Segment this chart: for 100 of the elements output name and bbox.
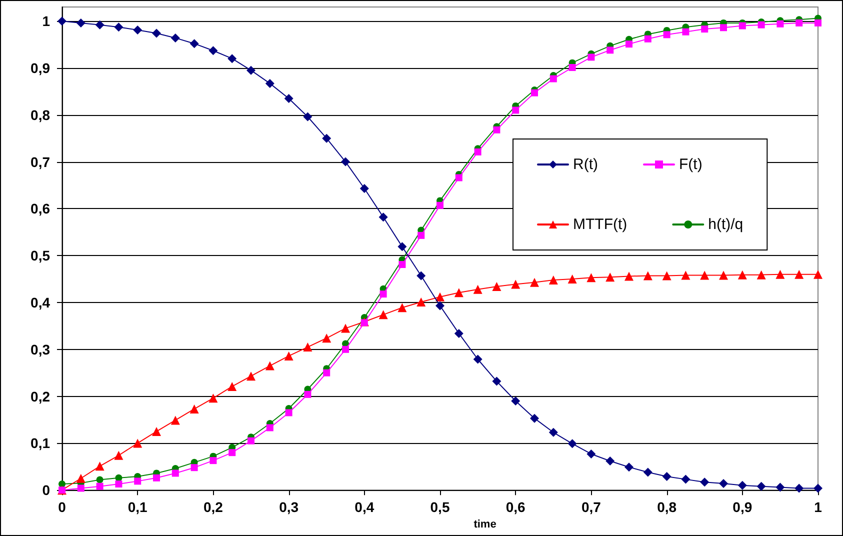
point — [380, 290, 387, 298]
point — [210, 457, 217, 464]
point — [624, 462, 634, 472]
point — [96, 476, 104, 484]
point — [208, 46, 218, 56]
point — [511, 396, 520, 406]
point — [228, 449, 236, 456]
x-tick-label: 0,1 — [128, 499, 148, 516]
point — [719, 270, 728, 280]
point — [190, 39, 199, 48]
point — [341, 324, 350, 333]
point — [152, 28, 161, 38]
x-tick-label: 0,4 — [354, 499, 374, 516]
point — [153, 474, 160, 482]
point — [436, 301, 444, 310]
x-tick-label: 0,2 — [203, 499, 224, 516]
point — [76, 18, 86, 28]
point — [454, 288, 464, 298]
point — [303, 342, 312, 352]
point — [455, 174, 462, 182]
y-tick-label: 0,5 — [30, 248, 50, 264]
point — [266, 424, 274, 432]
point — [190, 404, 199, 414]
point — [624, 272, 634, 281]
point — [228, 54, 237, 64]
point — [285, 409, 292, 416]
point — [303, 112, 312, 122]
point — [492, 282, 502, 292]
point — [265, 361, 274, 370]
point — [76, 474, 86, 483]
x-tick-label: 0,8 — [657, 499, 677, 516]
point — [796, 19, 803, 26]
point — [681, 474, 690, 484]
x-tick-label: 0,7 — [581, 499, 602, 516]
point — [133, 438, 142, 448]
point — [588, 54, 595, 61]
point — [265, 78, 274, 88]
x-tick-label: 0,3 — [279, 499, 299, 516]
point — [360, 184, 369, 194]
point — [700, 478, 710, 487]
point — [378, 212, 388, 222]
point — [626, 40, 632, 48]
point — [134, 478, 142, 485]
point — [776, 482, 785, 492]
point — [511, 280, 520, 289]
point — [700, 270, 710, 280]
point — [681, 270, 690, 280]
x-axis-title: time — [474, 518, 496, 530]
y-tick-label: 0,4 — [30, 294, 50, 310]
x-tick-label: 0,5 — [430, 499, 450, 516]
point — [95, 20, 104, 30]
point — [323, 369, 330, 376]
point — [492, 376, 502, 386]
point — [701, 26, 708, 33]
x-tick-label: 0,6 — [506, 499, 526, 516]
point — [738, 22, 746, 30]
point — [493, 126, 500, 134]
y-tick-label: 0,6 — [30, 200, 50, 217]
point — [531, 89, 538, 96]
point — [720, 24, 727, 32]
point — [96, 482, 104, 490]
point — [114, 450, 124, 460]
y-tick-label: 0,7 — [30, 154, 50, 170]
point — [436, 292, 444, 302]
point — [322, 134, 332, 143]
point — [228, 382, 237, 391]
point — [606, 272, 615, 282]
point — [133, 25, 142, 34]
point — [436, 202, 444, 209]
point — [568, 439, 577, 448]
point — [662, 271, 672, 280]
point — [643, 271, 652, 280]
point — [814, 19, 822, 26]
point — [322, 334, 332, 343]
point — [568, 274, 577, 284]
y-tick-label: 0,3 — [30, 341, 50, 358]
point — [756, 270, 766, 280]
point — [454, 328, 464, 338]
point — [473, 354, 482, 364]
point — [682, 28, 690, 36]
point — [794, 270, 804, 279]
y-tick-label: 0,2 — [30, 388, 50, 404]
legend-label: R(t) — [573, 156, 598, 173]
point — [719, 479, 728, 488]
point — [738, 270, 747, 280]
point — [77, 484, 84, 492]
point — [568, 64, 576, 72]
y-tick-label: 0,8 — [30, 106, 50, 123]
point — [284, 351, 294, 360]
point — [776, 270, 785, 279]
point — [190, 464, 198, 472]
point — [662, 472, 672, 481]
point — [586, 449, 596, 458]
y-tick-label: 1 — [42, 13, 50, 30]
point — [814, 270, 822, 279]
point — [794, 484, 804, 493]
point — [246, 372, 256, 381]
point — [548, 428, 558, 437]
point — [416, 298, 426, 307]
point — [114, 22, 124, 32]
